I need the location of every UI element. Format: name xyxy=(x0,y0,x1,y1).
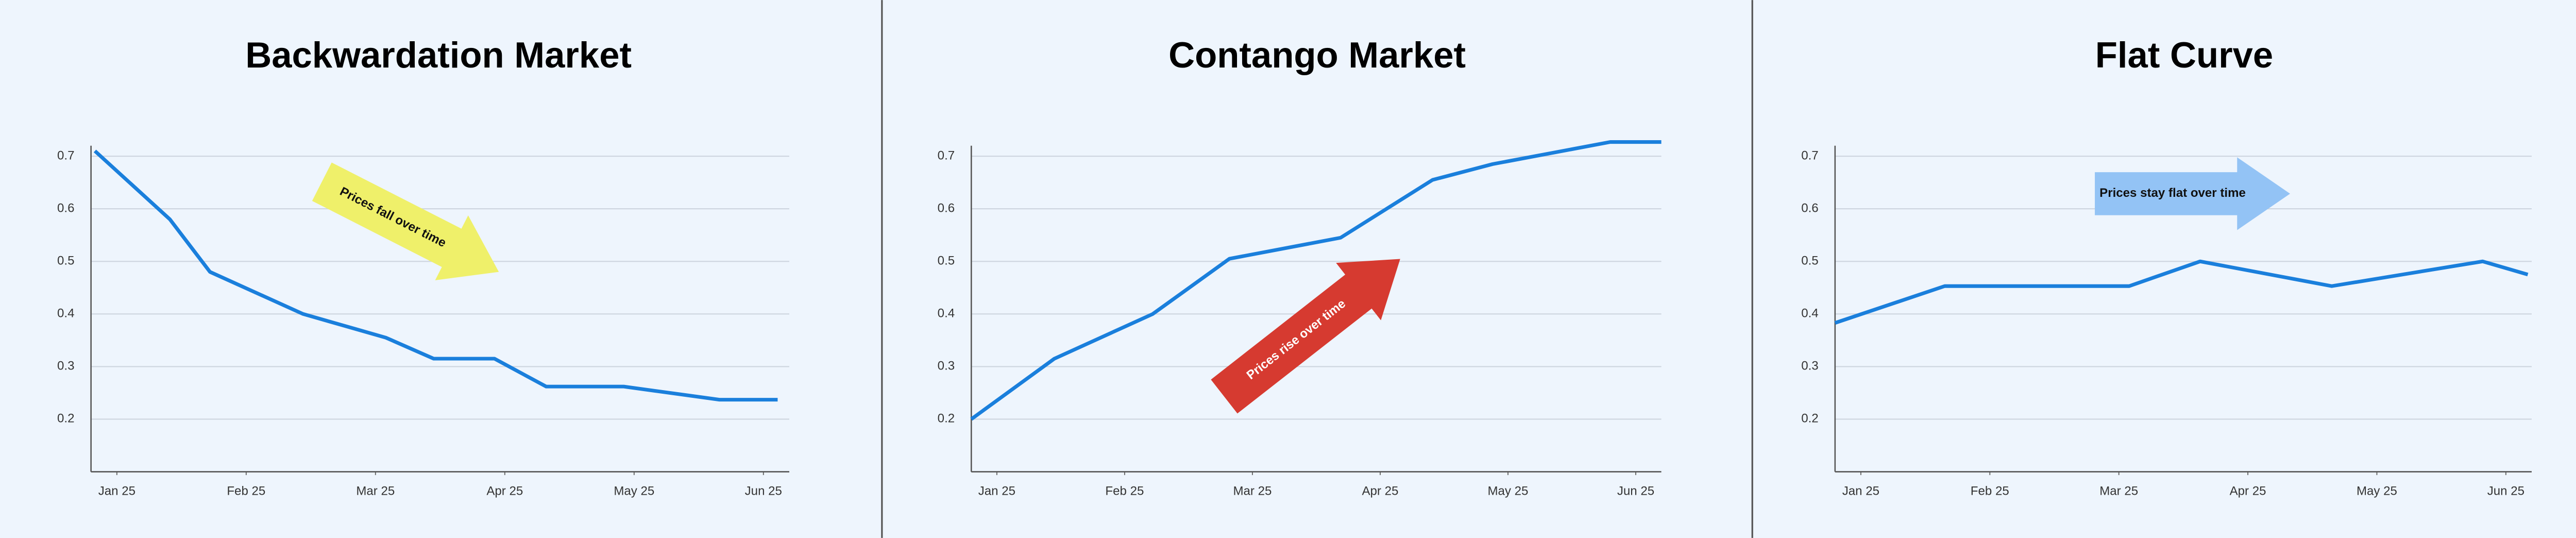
x-tick-label: Jan 25 xyxy=(1842,484,1879,498)
y-tick-label: 0.7 xyxy=(938,148,955,162)
y-tick-label: 0.4 xyxy=(1801,307,1818,321)
chart-title: Contango Market xyxy=(1168,35,1466,75)
annotation-arrow xyxy=(2095,157,2291,230)
y-tick-label: 0.6 xyxy=(1801,201,1818,215)
x-tick-label: Jan 25 xyxy=(98,484,135,498)
y-tick-label: 0.3 xyxy=(57,359,74,373)
y-tick-label: 0.5 xyxy=(938,254,955,268)
annotation-arrow xyxy=(1211,259,1400,414)
y-tick-label: 0.3 xyxy=(1801,359,1818,373)
y-tick-label: 0.7 xyxy=(1801,148,1818,162)
x-tick-label: Apr 25 xyxy=(2230,484,2266,498)
x-tick-label: Jun 25 xyxy=(2487,484,2524,498)
x-tick-label: May 25 xyxy=(1487,484,1528,498)
x-tick-label: Jun 25 xyxy=(745,484,782,498)
x-tick-label: Feb 25 xyxy=(227,484,265,498)
y-tick-label: 0.4 xyxy=(57,307,74,321)
x-tick-label: Mar 25 xyxy=(356,484,395,498)
y-tick-label: 0.3 xyxy=(938,359,955,373)
y-tick-label: 0.5 xyxy=(57,254,74,268)
y-tick-label: 0.2 xyxy=(938,412,955,426)
annotation-arrow xyxy=(312,162,499,280)
y-tick-label: 0.7 xyxy=(57,148,74,162)
x-tick-label: Jun 25 xyxy=(1617,484,1654,498)
series-line xyxy=(93,149,778,402)
y-tick-label: 0.6 xyxy=(57,201,74,215)
y-tick-label: 0.2 xyxy=(1801,412,1818,426)
y-tick-label: 0.6 xyxy=(938,201,955,215)
x-tick-label: Feb 25 xyxy=(1105,484,1144,498)
x-tick-label: Apr 25 xyxy=(1362,484,1398,498)
x-tick-label: Mar 25 xyxy=(1233,484,1272,498)
y-tick-label: 0.4 xyxy=(938,307,955,321)
y-tick-label: 0.5 xyxy=(1801,254,1818,268)
y-tick-label: 0.2 xyxy=(57,412,74,426)
annotation: Prices stay flat over time xyxy=(2095,157,2291,230)
x-tick-label: May 25 xyxy=(2357,484,2397,498)
series-line xyxy=(1834,259,2529,325)
x-tick-label: Jan 25 xyxy=(978,484,1015,498)
x-tick-label: Feb 25 xyxy=(1971,484,2009,498)
annotation-text: Prices stay flat over time xyxy=(2099,186,2246,200)
x-tick-label: Mar 25 xyxy=(2099,484,2138,498)
x-tick-label: Apr 25 xyxy=(486,484,523,498)
series-line xyxy=(970,140,1662,421)
chart-title: Backwardation Market xyxy=(245,35,632,75)
x-tick-label: May 25 xyxy=(614,484,654,498)
chart-title: Flat Curve xyxy=(2095,35,2273,75)
